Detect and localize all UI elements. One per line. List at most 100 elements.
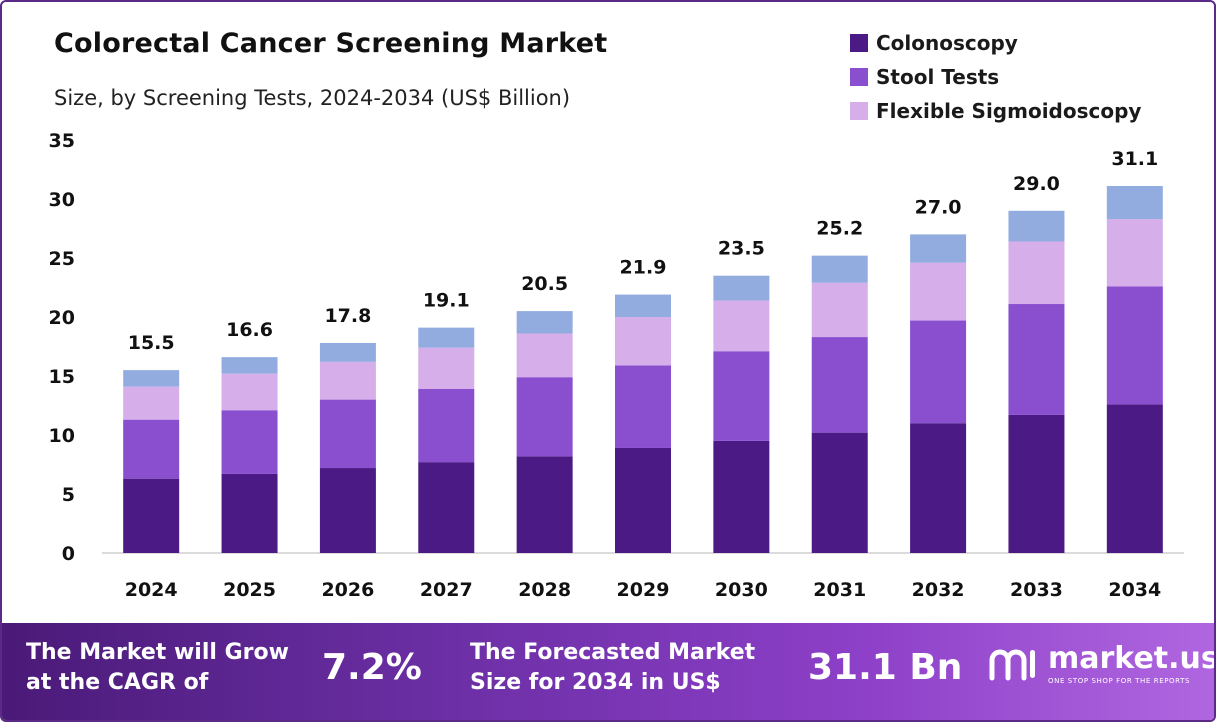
bar-segment-colonoscopy [221, 473, 278, 553]
bar-segment-colonoscopy [418, 462, 475, 553]
bar-segment-stool-tests [910, 320, 967, 424]
bar-segment-other [811, 255, 868, 283]
y-tick-label: 0 [62, 543, 75, 565]
bar-segment-colonoscopy [811, 432, 868, 553]
y-tick-label: 15 [49, 366, 75, 388]
bar-segment-stool-tests [615, 365, 671, 448]
bar-segment-stool-tests [123, 419, 180, 479]
bar-segment-colonoscopy [123, 478, 180, 553]
y-tick-label: 5 [62, 484, 75, 506]
bar-total-label: 29.0 [1013, 173, 1060, 195]
legend: Colonoscopy Stool Tests Flexible Sigmoid… [850, 26, 1141, 128]
x-tick-label: 2025 [223, 579, 276, 601]
market-us-logo-icon [989, 649, 1035, 681]
bar-segment-other [221, 357, 278, 374]
bar-segment-other [319, 342, 376, 362]
legend-label-colonoscopy: Colonoscopy [876, 31, 1018, 55]
cagr-caption: The Market will Grow at the CAGR of [26, 638, 289, 698]
logo-text: market.us [1048, 641, 1216, 676]
bar-segment-colonoscopy [615, 447, 671, 553]
stacked-bar-chart: 0510152025303515.5202416.6202517.8202619… [49, 130, 1184, 601]
bar-segment-flexible-sigmoidoscopy [221, 373, 278, 411]
bar-segment-colonoscopy [713, 440, 770, 553]
bar-segment-colonoscopy [319, 468, 376, 553]
bar-segment-stool-tests [1106, 286, 1163, 405]
bar-segment-flexible-sigmoidoscopy [1106, 219, 1163, 287]
y-tick-label: 25 [49, 248, 75, 270]
bar-segment-flexible-sigmoidoscopy [418, 347, 475, 389]
bar-segment-flexible-sigmoidoscopy [910, 262, 967, 321]
bar-total-label: 25.2 [816, 218, 863, 240]
legend-swatch-stool-tests [850, 68, 868, 86]
x-tick-label: 2029 [617, 579, 670, 601]
bar-segment-other [1008, 210, 1065, 242]
bar-segment-stool-tests [713, 351, 770, 441]
bar-segment-stool-tests [1008, 304, 1065, 415]
bar-total-label: 19.1 [423, 290, 470, 312]
bar-segment-flexible-sigmoidoscopy [123, 386, 180, 420]
bar-segment-colonoscopy [516, 456, 573, 553]
y-tick-label: 35 [49, 130, 75, 152]
y-tick-label: 20 [49, 307, 75, 329]
forecast-value: 31.1 Bn [808, 647, 963, 688]
legend-label-stool-tests: Stool Tests [876, 65, 1000, 89]
x-tick-label: 2032 [912, 579, 965, 601]
y-tick-label: 10 [49, 425, 75, 447]
bar-segment-other [418, 327, 475, 348]
chart-title: Colorectal Cancer Screening Market [54, 28, 608, 59]
bar-total-label: 27.0 [915, 196, 962, 218]
x-tick-label: 2027 [420, 579, 473, 601]
y-tick-label: 30 [49, 189, 75, 211]
bar-segment-flexible-sigmoidoscopy [1008, 241, 1065, 305]
forecast-caption: The Forecasted Market Size for 2034 in U… [470, 638, 755, 698]
bar-segment-other [1106, 186, 1163, 220]
forecast-caption-line1: The Forecasted Market [470, 640, 756, 665]
bar-segment-other [516, 311, 573, 334]
bar-total-label: 15.5 [128, 332, 175, 354]
cagr-caption-line1: The Market will Grow [26, 640, 289, 665]
x-tick-label: 2024 [125, 579, 178, 601]
bar-segment-stool-tests [516, 377, 573, 457]
bar-total-label: 31.1 [1111, 148, 1158, 170]
chart-subtitle: Size, by Screening Tests, 2024-2034 (US$… [54, 86, 571, 110]
bar-total-label: 16.6 [226, 319, 273, 341]
x-tick-label: 2031 [813, 579, 866, 601]
bar-segment-flexible-sigmoidoscopy [713, 300, 770, 352]
bar-total-label: 21.9 [620, 257, 667, 279]
legend-label-flexible-sigmoidoscopy: Flexible Sigmoidoscopy [876, 99, 1142, 123]
legend-swatch-colonoscopy [850, 34, 868, 52]
bar-segment-other [910, 234, 967, 263]
bar-segment-flexible-sigmoidoscopy [516, 333, 573, 378]
legend-item-flexible-sigmoidoscopy: Flexible Sigmoidoscopy [850, 94, 1141, 128]
bar-segment-other [713, 275, 770, 301]
bar-total-label: 17.8 [324, 305, 371, 327]
bar-segment-flexible-sigmoidoscopy [811, 282, 868, 338]
bar-segment-other [615, 294, 671, 317]
bar-segment-colonoscopy [910, 423, 967, 553]
bar-segment-stool-tests [418, 388, 475, 463]
logo-tagline: ONE STOP SHOP FOR THE REPORTS [1048, 677, 1191, 685]
x-tick-label: 2033 [1010, 579, 1063, 601]
forecast-caption-line2: Size for 2034 in US$ [470, 670, 721, 695]
x-tick-label: 2034 [1108, 579, 1161, 601]
bar-segment-stool-tests [221, 410, 278, 474]
x-tick-label: 2028 [518, 579, 571, 601]
bar-total-label: 20.5 [521, 273, 568, 295]
cagr-caption-line2: at the CAGR of [26, 670, 209, 695]
bar-segment-colonoscopy [1008, 414, 1065, 553]
x-tick-label: 2030 [715, 579, 768, 601]
bar-segment-flexible-sigmoidoscopy [319, 361, 376, 400]
bar-segment-colonoscopy [1106, 404, 1163, 553]
cagr-value: 7.2% [322, 647, 422, 688]
bar-segment-stool-tests [319, 399, 376, 469]
bar-total-label: 23.5 [718, 238, 765, 260]
footer-banner: The Market will Grow at the CAGR of 7.2%… [2, 623, 1214, 720]
legend-item-stool-tests: Stool Tests [850, 60, 1141, 94]
market-us-logo: market.us ONE STOP SHOP FOR THE REPORTS [986, 641, 1216, 685]
bar-segment-stool-tests [811, 337, 868, 433]
x-tick-label: 2026 [321, 579, 374, 601]
legend-swatch-flexible-sigmoidoscopy [850, 102, 868, 120]
legend-item-colonoscopy: Colonoscopy [850, 26, 1141, 60]
bar-segment-other [123, 370, 180, 387]
